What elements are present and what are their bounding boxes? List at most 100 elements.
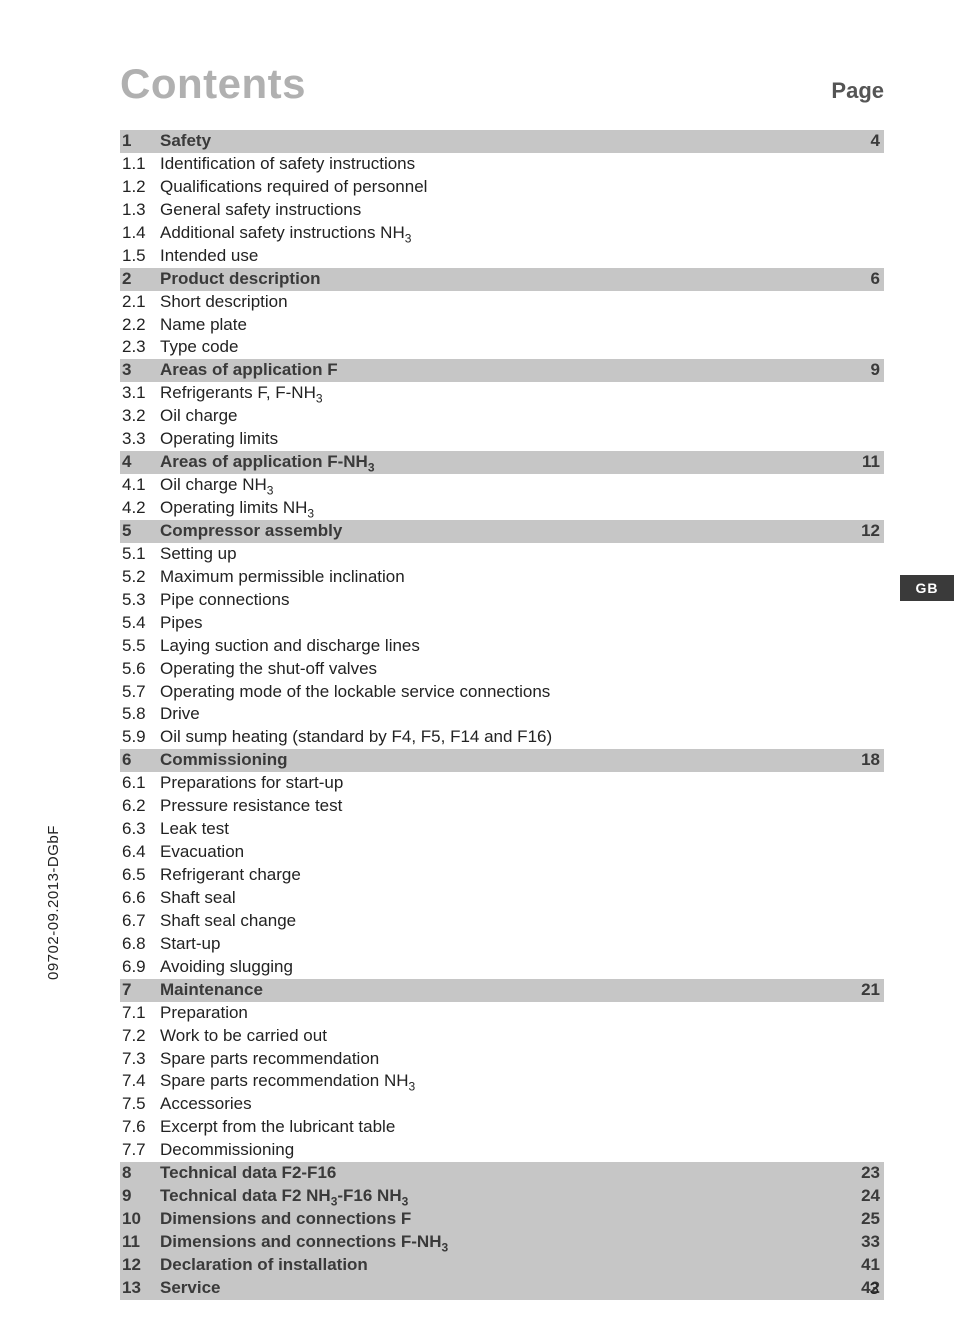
toc-number: 7.1 bbox=[120, 1002, 160, 1025]
toc-item: 5.1Setting up bbox=[120, 543, 884, 566]
toc-label: Type code bbox=[160, 336, 852, 359]
toc-number: 6.4 bbox=[120, 841, 160, 864]
toc-section: 7Maintenance21 bbox=[120, 979, 884, 1002]
toc-label: Maximum permissible inclination bbox=[160, 566, 852, 589]
page-number: 3 bbox=[870, 1279, 879, 1299]
toc-label: Spare parts recommendation NH3 bbox=[160, 1070, 852, 1093]
toc-section: 11Dimensions and connections F-NH333 bbox=[120, 1231, 884, 1254]
toc-label: Operating mode of the lockable service c… bbox=[160, 681, 852, 704]
toc-item: 4.2Operating limits NH3 bbox=[120, 497, 884, 520]
toc-label: Shaft seal change bbox=[160, 910, 852, 933]
toc-item: 7.3Spare parts recommendation bbox=[120, 1048, 884, 1071]
toc-label: Pressure resistance test bbox=[160, 795, 852, 818]
toc-number: 1.4 bbox=[120, 222, 160, 245]
toc-item: 5.8Drive bbox=[120, 703, 884, 726]
document-code: 09702-09.2013-DGbF bbox=[45, 825, 62, 980]
toc-number: 1.3 bbox=[120, 199, 160, 222]
toc-label: Operating limits NH3 bbox=[160, 497, 852, 520]
toc-page: 42 bbox=[852, 1277, 884, 1300]
toc-page: 24 bbox=[852, 1185, 884, 1208]
toc-item: 6.2Pressure resistance test bbox=[120, 795, 884, 818]
toc-page: 23 bbox=[852, 1162, 884, 1185]
toc-number: 5.9 bbox=[120, 726, 160, 749]
toc-label: Compressor assembly bbox=[160, 520, 852, 543]
toc-item: 1.3General safety instructions bbox=[120, 199, 884, 222]
toc-label: Technical data F2 NH3-F16 NH3 bbox=[160, 1185, 852, 1208]
toc-item: 5.7Operating mode of the lockable servic… bbox=[120, 681, 884, 704]
toc-number: 11 bbox=[120, 1231, 160, 1254]
toc-page: 41 bbox=[852, 1254, 884, 1277]
toc-item: 7.4Spare parts recommendation NH3 bbox=[120, 1070, 884, 1093]
toc-number: 6.3 bbox=[120, 818, 160, 841]
toc-number: 4.1 bbox=[120, 474, 160, 497]
toc-label: Decommissioning bbox=[160, 1139, 852, 1162]
toc-item: 6.3Leak test bbox=[120, 818, 884, 841]
toc-number: 7.5 bbox=[120, 1093, 160, 1116]
toc-label: Spare parts recommendation bbox=[160, 1048, 852, 1071]
toc-page: 11 bbox=[852, 451, 884, 474]
toc-number: 2.2 bbox=[120, 314, 160, 337]
toc-label: Refrigerants F, F-NH3 bbox=[160, 382, 852, 405]
toc-number: 13 bbox=[120, 1277, 160, 1300]
toc-number: 6 bbox=[120, 749, 160, 772]
toc-section: 4Areas of application F-NH311 bbox=[120, 451, 884, 474]
toc-label: Leak test bbox=[160, 818, 852, 841]
toc-item: 7.7Decommissioning bbox=[120, 1139, 884, 1162]
toc-label: Preparation bbox=[160, 1002, 852, 1025]
toc-page: 6 bbox=[852, 268, 884, 291]
table-of-contents: 1Safety41.1Identification of safety inst… bbox=[120, 130, 884, 1300]
toc-label: Preparations for start-up bbox=[160, 772, 852, 795]
toc-label: Short description bbox=[160, 291, 852, 314]
toc-item: 4.1Oil charge NH3 bbox=[120, 474, 884, 497]
toc-number: 5.5 bbox=[120, 635, 160, 658]
toc-number: 2 bbox=[120, 268, 160, 291]
toc-label: Shaft seal bbox=[160, 887, 852, 910]
toc-item: 1.4Additional safety instructions NH3 bbox=[120, 222, 884, 245]
toc-label: Technical data F2-F16 bbox=[160, 1162, 852, 1185]
toc-item: 5.2Maximum permissible inclination bbox=[120, 566, 884, 589]
toc-label: Identification of safety instructions bbox=[160, 153, 852, 176]
toc-label: Laying suction and discharge lines bbox=[160, 635, 852, 658]
toc-item: 1.5Intended use bbox=[120, 245, 884, 268]
toc-section: 2Product description6 bbox=[120, 268, 884, 291]
toc-number: 3.2 bbox=[120, 405, 160, 428]
toc-number: 12 bbox=[120, 1254, 160, 1277]
toc-item: 3.1Refrigerants F, F-NH3 bbox=[120, 382, 884, 405]
toc-number: 2.3 bbox=[120, 336, 160, 359]
toc-label: Commissioning bbox=[160, 749, 852, 772]
toc-item: 6.5Refrigerant charge bbox=[120, 864, 884, 887]
toc-label: Declaration of installation bbox=[160, 1254, 852, 1277]
toc-number: 6.6 bbox=[120, 887, 160, 910]
toc-label: Oil sump heating (standard by F4, F5, F1… bbox=[160, 726, 852, 749]
toc-item: 5.5Laying suction and discharge lines bbox=[120, 635, 884, 658]
toc-item: 5.9Oil sump heating (standard by F4, F5,… bbox=[120, 726, 884, 749]
toc-number: 7.3 bbox=[120, 1048, 160, 1071]
toc-item: 3.2Oil charge bbox=[120, 405, 884, 428]
toc-number: 6.2 bbox=[120, 795, 160, 818]
toc-label: Intended use bbox=[160, 245, 852, 268]
toc-number: 3.1 bbox=[120, 382, 160, 405]
toc-label: Service bbox=[160, 1277, 852, 1300]
toc-item: 6.6Shaft seal bbox=[120, 887, 884, 910]
toc-section: 9Technical data F2 NH3-F16 NH324 bbox=[120, 1185, 884, 1208]
toc-section: 1Safety4 bbox=[120, 130, 884, 153]
toc-number: 5 bbox=[120, 520, 160, 543]
toc-section: 10Dimensions and connections F25 bbox=[120, 1208, 884, 1231]
toc-page: 21 bbox=[852, 979, 884, 1002]
toc-page: 4 bbox=[852, 130, 884, 153]
toc-label: Qualifications required of personnel bbox=[160, 176, 852, 199]
toc-item: 6.8Start-up bbox=[120, 933, 884, 956]
toc-number: 5.6 bbox=[120, 658, 160, 681]
toc-label: Pipe connections bbox=[160, 589, 852, 612]
toc-page: 12 bbox=[852, 520, 884, 543]
toc-number: 1.5 bbox=[120, 245, 160, 268]
toc-label: Refrigerant charge bbox=[160, 864, 852, 887]
toc-number: 6.5 bbox=[120, 864, 160, 887]
toc-label: Work to be carried out bbox=[160, 1025, 852, 1048]
toc-label: Setting up bbox=[160, 543, 852, 566]
toc-item: 2.3Type code bbox=[120, 336, 884, 359]
toc-number: 2.1 bbox=[120, 291, 160, 314]
toc-number: 3 bbox=[120, 359, 160, 382]
toc-label: Dimensions and connections F-NH3 bbox=[160, 1231, 852, 1254]
toc-section: 6Commissioning18 bbox=[120, 749, 884, 772]
